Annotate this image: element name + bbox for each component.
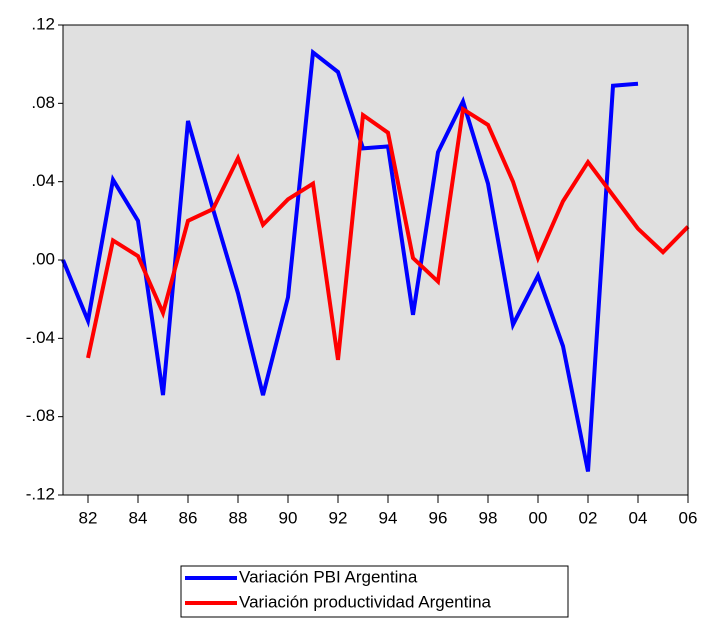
y-tick-label: .08 <box>31 93 55 112</box>
y-tick-label: -.12 <box>26 484 55 503</box>
x-tick-label: 06 <box>679 508 698 527</box>
series-line <box>61 48 639 472</box>
x-tick-label: 90 <box>279 508 298 527</box>
x-tick-label: 02 <box>579 508 598 527</box>
y-tick-label: .12 <box>31 14 55 33</box>
x-tick-label: 86 <box>179 508 198 527</box>
x-tick-label: 82 <box>79 508 98 527</box>
x-tick-label: 88 <box>229 508 248 527</box>
y-tick-label: -.08 <box>26 406 55 425</box>
x-tick-label: 92 <box>329 508 348 527</box>
y-tick-label: .04 <box>31 171 55 190</box>
x-tick-label: 94 <box>379 508 398 527</box>
plot-area <box>63 25 688 495</box>
legend-label: Variación productividad Argentina <box>239 592 492 611</box>
x-tick-label: 96 <box>429 508 448 527</box>
plot-border <box>62 24 689 496</box>
legend-label: Variación PBI Argentina <box>239 567 418 586</box>
legend-box <box>180 565 569 618</box>
x-tick-label: 00 <box>529 508 548 527</box>
y-tick-label: -.04 <box>26 328 55 347</box>
y-tick-label: .00 <box>31 249 55 268</box>
x-tick-label: 98 <box>479 508 498 527</box>
series-line <box>86 105 690 361</box>
x-tick-label: 84 <box>129 508 148 527</box>
x-tick-label: 04 <box>629 508 648 527</box>
